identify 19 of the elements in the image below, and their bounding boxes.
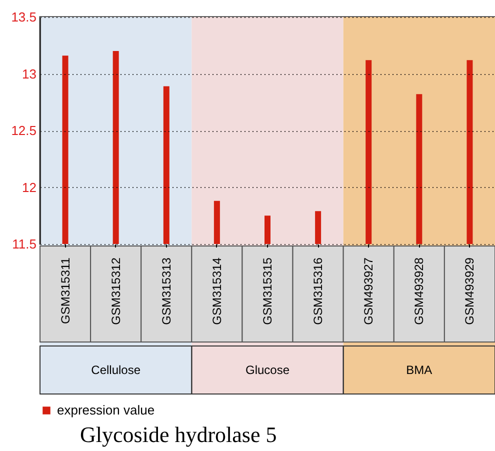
y-tick-label: 11.5 bbox=[12, 236, 36, 252]
band-label: Cellulose bbox=[91, 363, 141, 377]
y-tick-label: 12.5 bbox=[11, 123, 36, 138]
x-tick-label: GSM315311 bbox=[58, 257, 72, 324]
x-tick-label: GSM315313 bbox=[159, 257, 174, 325]
x-tick-label: GSM493928 bbox=[412, 257, 426, 325]
legend-label: expression value bbox=[57, 402, 155, 418]
x-tick-label: GSM493929 bbox=[462, 257, 477, 325]
band-label: Glucose bbox=[245, 363, 290, 377]
band-label: BMA bbox=[406, 363, 432, 377]
y-tick-label: 12 bbox=[22, 180, 36, 195]
text: Glycoside hydrolase 5 bbox=[80, 422, 277, 447]
y-tick-label: 13 bbox=[22, 66, 36, 82]
y-tick-label: 13.5 bbox=[11, 10, 36, 24]
x-tick-label: GSM315316 bbox=[311, 257, 326, 325]
x-tick-label: GSM315314 bbox=[210, 257, 224, 325]
x-tick-label: GSM315315 bbox=[260, 257, 274, 325]
x-tick-label: GSM315312 bbox=[108, 257, 123, 325]
x-tick-label: GSM493927 bbox=[362, 257, 376, 325]
